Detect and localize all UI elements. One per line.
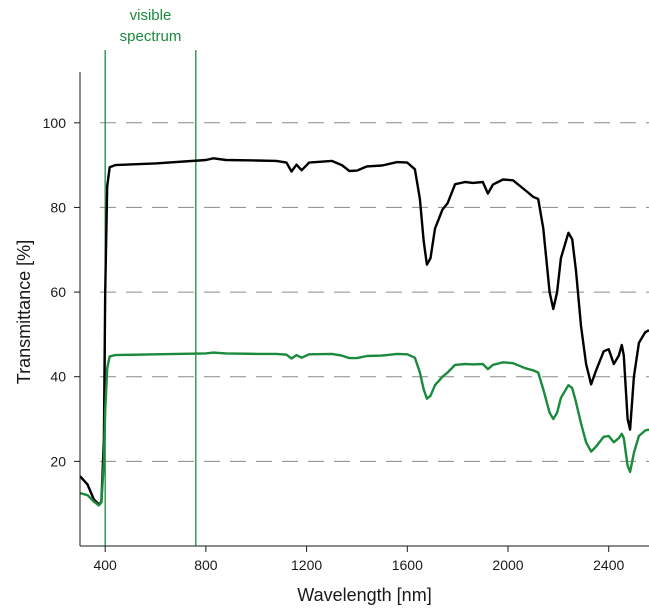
y-tick-label-20: 20 <box>50 453 66 469</box>
axes <box>79 72 649 547</box>
x-tick-label-1200: 1200 <box>291 557 322 573</box>
y-tick-label-80: 80 <box>50 199 66 215</box>
tick-labels: 20 40 60 80 100 400 800 1200 1600 2000 2400 <box>43 115 625 573</box>
series-line-2 <box>80 351 649 507</box>
x-tick-label-400: 400 <box>93 557 117 573</box>
x-tick-label-2000: 2000 <box>492 557 523 573</box>
y-tick-label-40: 40 <box>50 369 66 385</box>
x-tick-label-1600: 1600 <box>392 557 423 573</box>
visible-spectrum-annotation: visible spectrum <box>104 7 197 546</box>
y-tick-label-60: 60 <box>50 284 66 300</box>
visible-spectrum-label-line-2: spectrum <box>120 28 182 45</box>
visible-spectrum-label-line-1: visible <box>130 7 172 24</box>
series-lines <box>80 157 649 507</box>
x-tick-label-800: 800 <box>194 557 218 573</box>
y-tick-label-100: 100 <box>43 115 67 131</box>
grid-lines <box>100 122 649 462</box>
x-axis-title: Wavelength [nm] <box>297 585 431 605</box>
series-line-1 <box>80 157 649 506</box>
x-tick-label-2400: 2400 <box>593 557 624 573</box>
y-axis-title: Transmittance [%] <box>14 240 34 384</box>
